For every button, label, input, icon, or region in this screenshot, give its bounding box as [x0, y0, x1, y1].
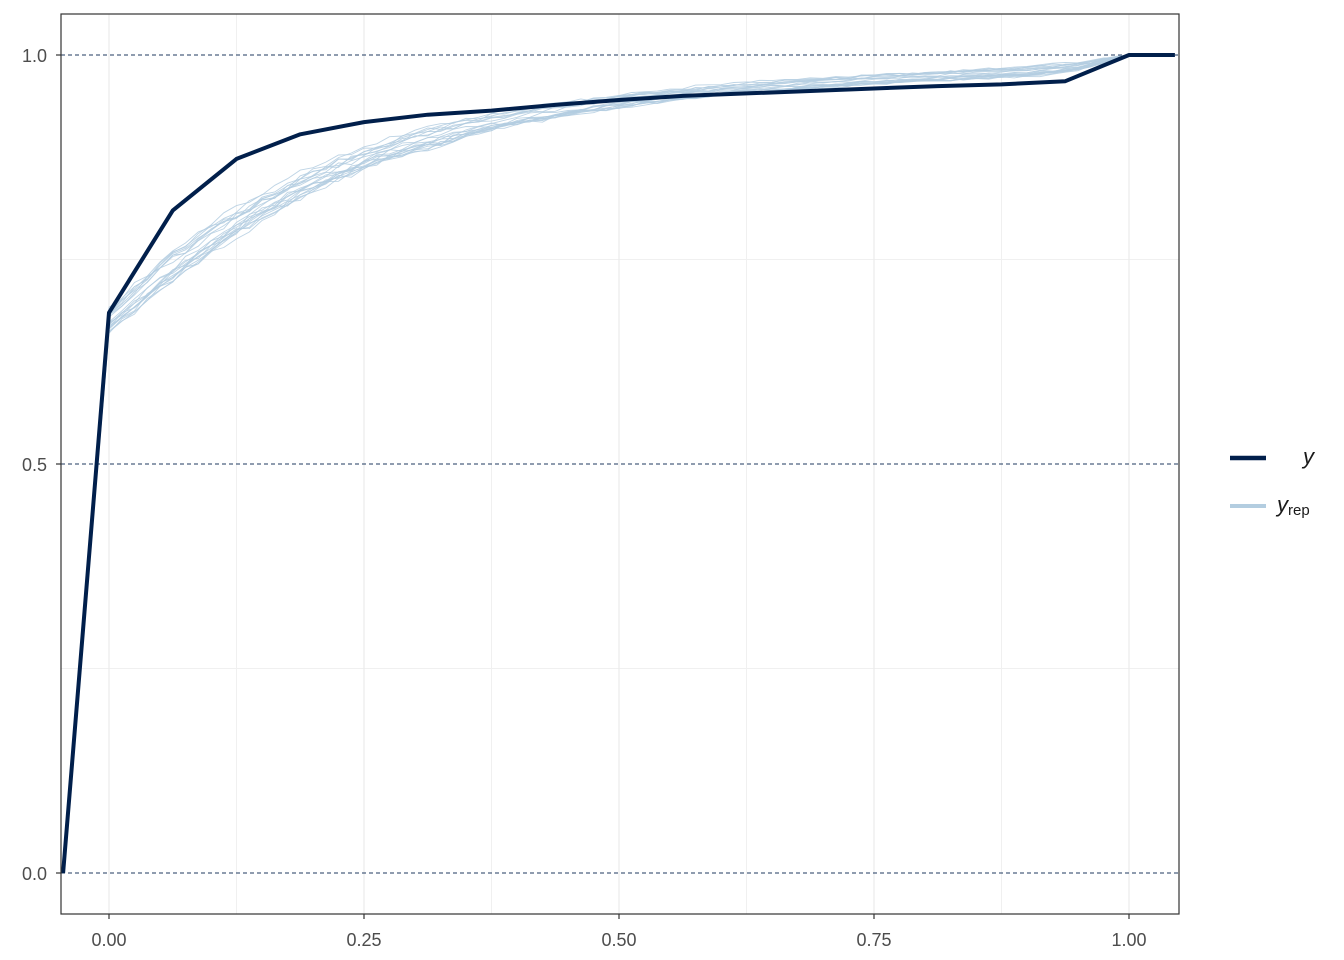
replicate-line — [62, 54, 1175, 874]
observed-line — [61, 53, 1175, 874]
y-tick-label: 0.5 — [22, 455, 47, 475]
legend: y yrep — [1230, 444, 1316, 519]
x-tick-label: 0.50 — [601, 930, 636, 950]
x-tick-label: 0.25 — [346, 930, 381, 950]
y-tick-label: 0.0 — [22, 864, 47, 884]
observed-lines — [61, 53, 1175, 874]
x-axis: 0.00 0.25 0.50 0.75 1.00 — [91, 914, 1147, 950]
legend-label: yrep — [1275, 492, 1310, 519]
replicate-line — [62, 54, 1175, 874]
replicate-line — [62, 54, 1175, 874]
major-gridlines — [108, 14, 1130, 914]
reference-lines — [61, 54, 1179, 874]
replicate-line — [62, 54, 1175, 874]
plot-panel — [60, 13, 1180, 915]
replicate-line — [62, 54, 1175, 874]
replicate-line — [62, 54, 1175, 874]
x-tick-label: 0.75 — [856, 930, 891, 950]
y-tick-label: 1.0 — [22, 46, 47, 66]
panel-background — [61, 14, 1179, 914]
y-axis: 0.0 0.5 1.0 — [22, 46, 61, 884]
x-tick-label: 0.00 — [91, 930, 126, 950]
x-tick-label: 1.00 — [1111, 930, 1146, 950]
legend-label: y — [1301, 444, 1316, 469]
minor-gridlines — [61, 14, 1179, 914]
